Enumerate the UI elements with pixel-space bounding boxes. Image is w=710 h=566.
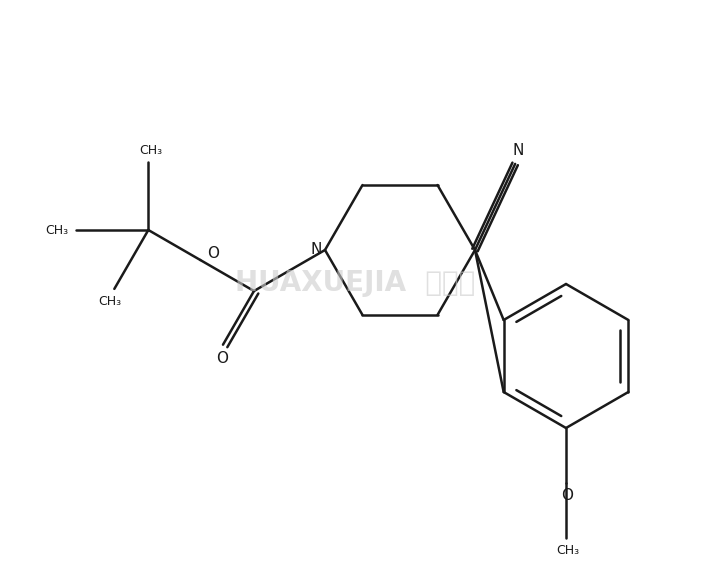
Text: CH₃: CH₃ [557,543,579,556]
Text: CH₃: CH₃ [98,295,121,308]
Text: O: O [561,488,573,504]
Text: HUAXUEJIA  化学加: HUAXUEJIA 化学加 [235,269,475,297]
Text: CH₃: CH₃ [45,224,68,237]
Text: CH₃: CH₃ [138,144,162,157]
Text: O: O [207,246,219,260]
Text: N: N [310,242,322,256]
Text: N: N [513,143,524,158]
Text: O: O [216,351,228,366]
